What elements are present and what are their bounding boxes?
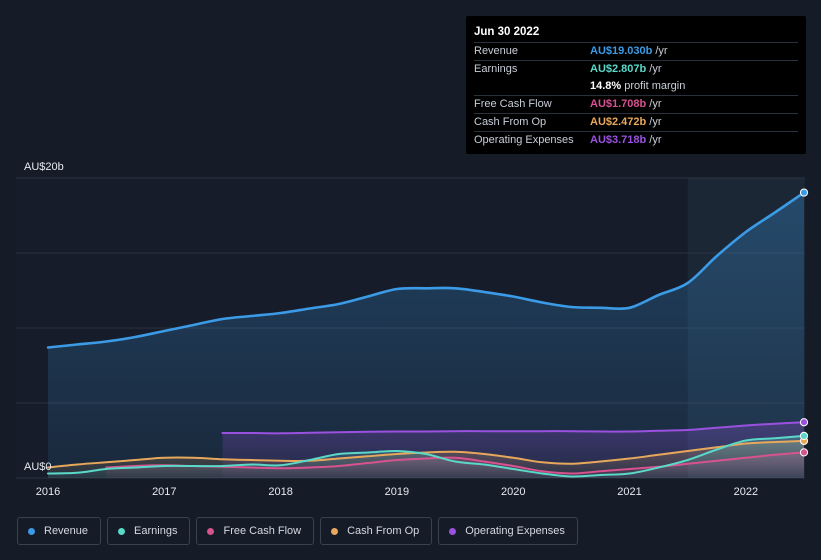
x-tick-label: 2016 [36,486,60,498]
tooltip-value: AU$2.807b [590,63,647,75]
legend-label: Free Cash Flow [223,525,302,537]
legend-label: Revenue [44,525,89,537]
tooltip-row-earnings: Earnings AU$2.807b /yr [474,60,798,78]
tooltip-label [474,78,590,95]
tooltip-label: Revenue [474,45,519,57]
tooltip-label: Earnings [474,63,518,75]
tooltip-unit: /yr [649,63,662,75]
legend-dot-icon [28,527,35,535]
legend-label: Cash From Op [347,525,420,537]
tooltip-value: AU$19.030b [590,45,653,57]
tooltip-value: AU$2.472b [590,116,647,128]
x-tick-label: 2021 [617,486,641,498]
series-line-revenue [46,191,806,349]
tooltip-unit: /yr [649,116,662,128]
legend-item-revenue[interactable]: Revenue [17,517,102,545]
tooltip-row-profit-margin: 14.8% profit margin [474,78,798,95]
x-tick-label: 2022 [734,486,758,498]
tooltip-unit: /yr [655,45,668,57]
legend-dot-icon [331,527,339,535]
legend-item-operating-expenses[interactable]: Operating Expenses [438,517,578,545]
tooltip-row-cash-from-op: Cash From Op AU$2.472b /yr [474,113,798,131]
legend-dot-icon [449,527,457,535]
series-end-point-free-cash-flow [799,448,809,457]
tooltip-unit: /yr [649,134,662,146]
series-line-cash-from-op [47,439,805,469]
chart-area: AU$0 AU$20b 2016 2017 2018 2019 2020 2021 2022 [16,161,809,498]
legend-label: Operating Expenses [465,525,565,537]
series-line-operating-expenses [221,421,805,435]
legend-item-free-cash-flow[interactable]: Free Cash Flow [196,517,315,545]
tooltip-panel: Jun 30 2022 Revenue AU$19.030b /yr Earni… [466,16,806,154]
series-end-point-earnings [799,431,809,440]
tooltip-label: Free Cash Flow [474,98,552,110]
tooltip-row-revenue: Revenue AU$19.030b /yr [474,42,798,60]
tooltip-value: 14.8% [590,80,622,92]
tooltip-unit: profit margin [624,80,686,92]
series-end-point-operating-expenses [799,418,809,427]
tooltip-value: AU$1.708b [590,98,647,110]
x-tick-label: 2018 [268,486,292,498]
series-line-earnings [47,434,805,478]
x-tick-label: 2020 [501,486,525,498]
y-tick-label: AU$0 [24,461,52,473]
series-area-revenue [48,192,804,478]
legend-item-earnings[interactable]: Earnings [107,517,191,545]
legend-dot-icon [118,527,126,535]
tooltip-unit: /yr [649,98,662,110]
tooltip-label: Operating Expenses [474,134,574,146]
tooltip-row-operating-expenses: Operating Expenses AU$3.718b /yr [474,131,798,149]
tooltip-label: Cash From Op [474,116,547,128]
legend-item-cash-from-op[interactable]: Cash From Op [320,517,433,545]
tooltip-value: AU$3.718b [590,134,647,146]
y-tick-label: AU$20b [24,161,64,173]
tooltip-date: Jun 30 2022 [474,26,540,38]
series-end-point-revenue [799,188,809,197]
x-tick-label: 2019 [385,486,409,498]
legend-label: Earnings [134,525,178,537]
x-tick-label: 2017 [152,486,176,498]
legend-dot-icon [207,527,215,535]
chart-legend: Revenue Earnings Free Cash Flow Cash Fro… [17,517,578,545]
tooltip-row-free-cash-flow: Free Cash Flow AU$1.708b /yr [474,95,798,113]
